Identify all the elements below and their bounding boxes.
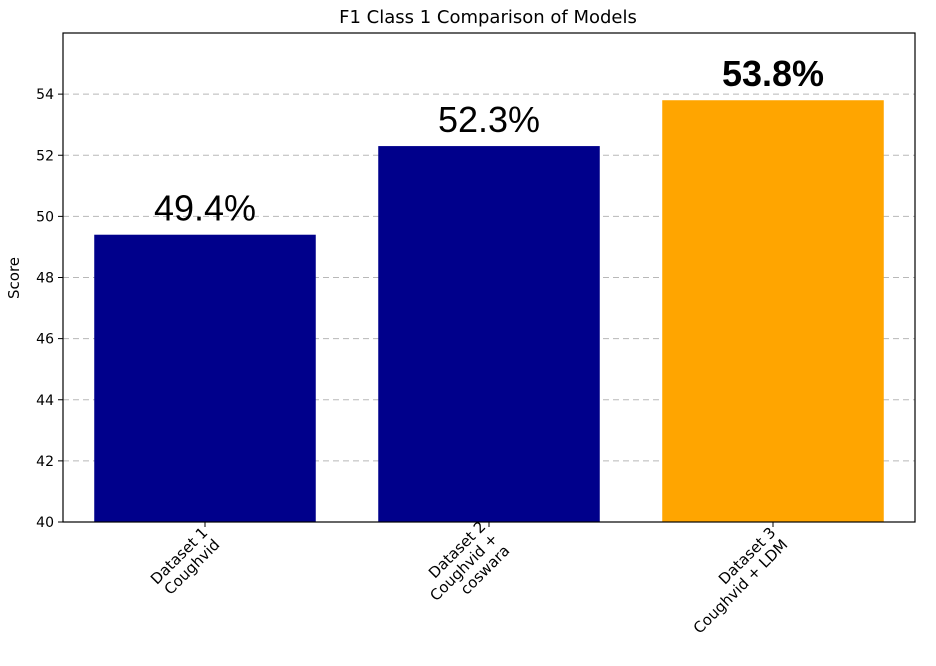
data-label: 52.3% bbox=[438, 99, 540, 140]
bar bbox=[94, 234, 316, 522]
y-tick-label: 54 bbox=[36, 87, 54, 103]
y-tick-label: 44 bbox=[36, 393, 54, 409]
y-axis-label: Score bbox=[5, 257, 23, 299]
y-tick-label: 46 bbox=[36, 332, 54, 348]
y-tick-label: 50 bbox=[36, 209, 54, 225]
chart-title: F1 Class 1 Comparison of Models bbox=[339, 7, 637, 28]
bar bbox=[378, 146, 600, 523]
y-tick-label: 40 bbox=[36, 515, 54, 531]
data-labels: 49.4% 52.3% 53.8% bbox=[154, 53, 824, 228]
y-tick-label: 48 bbox=[36, 271, 54, 287]
bars bbox=[94, 100, 884, 523]
y-tick-label: 42 bbox=[36, 454, 54, 470]
data-label: 53.8% bbox=[722, 53, 824, 94]
y-tick-label: 52 bbox=[36, 148, 54, 164]
data-label: 49.4% bbox=[154, 188, 256, 229]
y-axis-ticks: 40 42 44 46 48 50 52 54 bbox=[36, 87, 63, 531]
bar bbox=[662, 100, 884, 523]
